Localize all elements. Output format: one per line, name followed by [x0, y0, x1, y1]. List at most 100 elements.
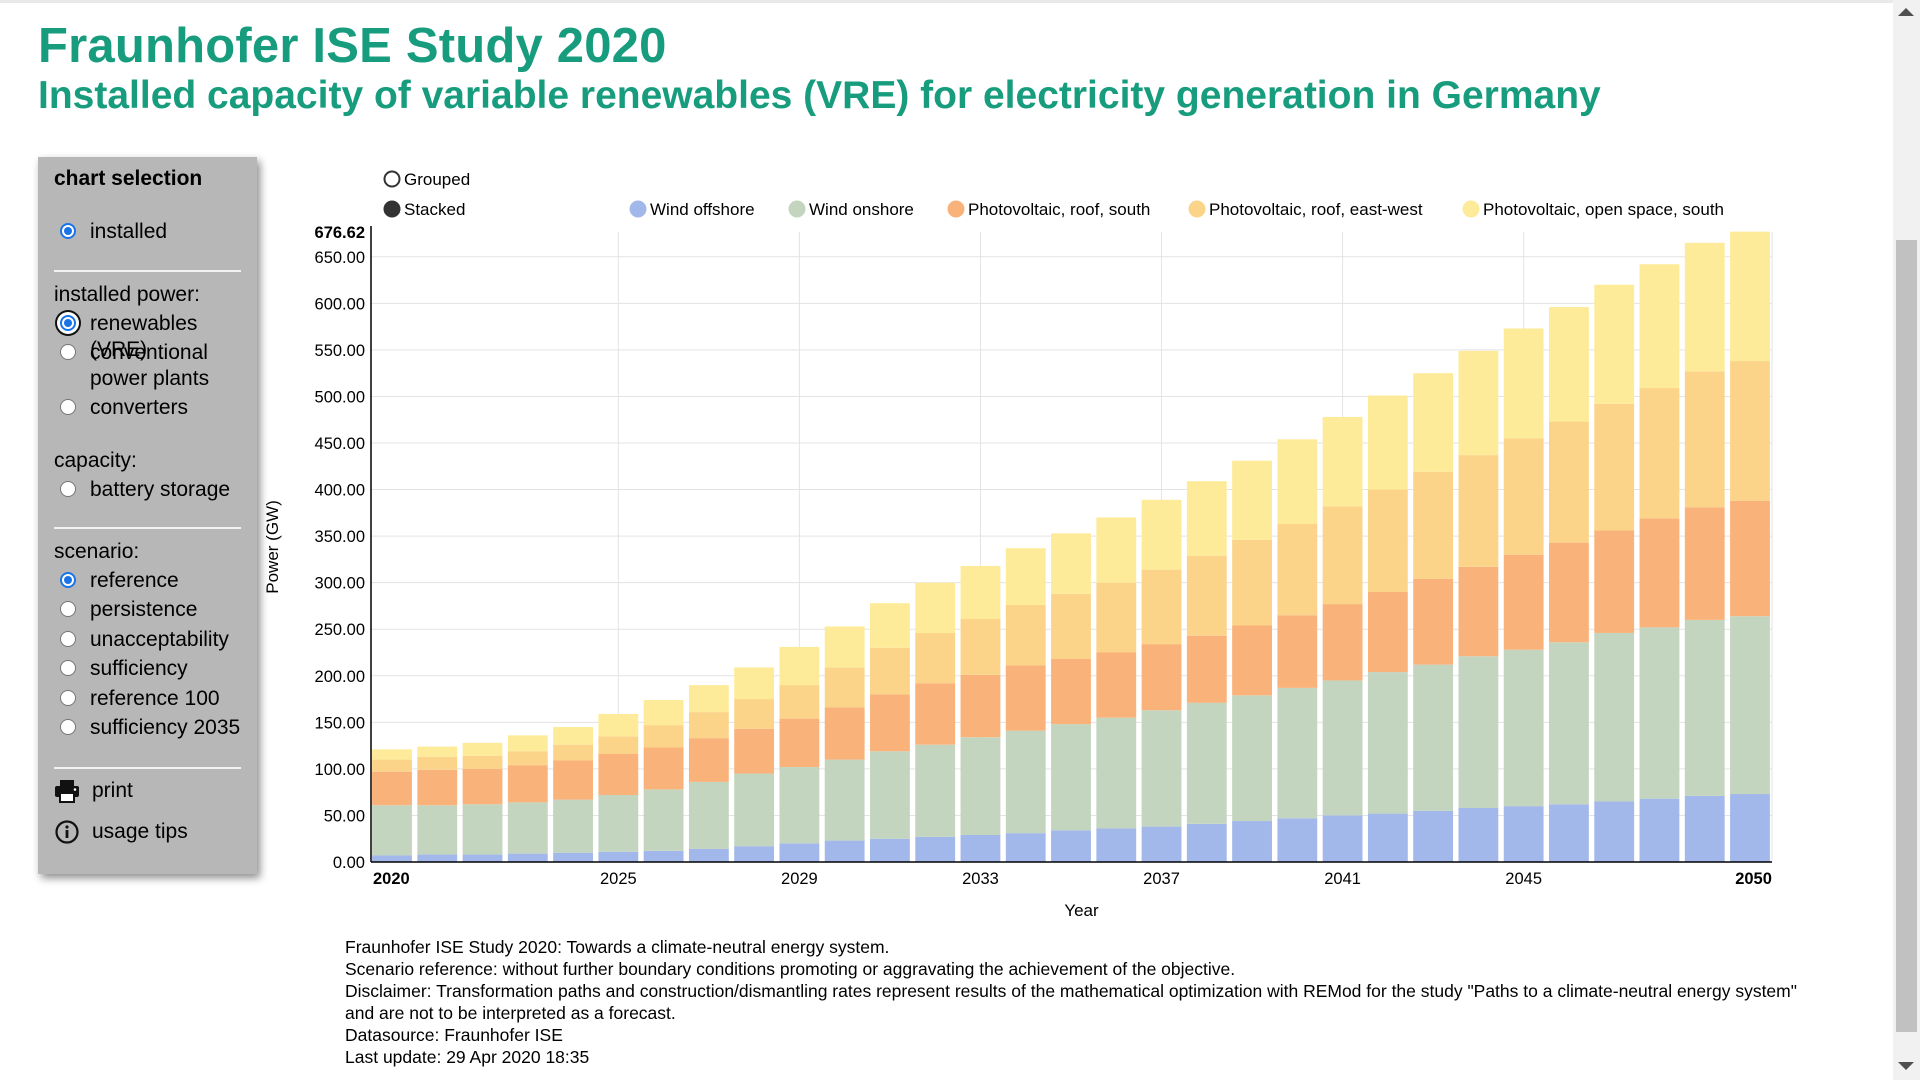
bar-segment: [1594, 284, 1635, 404]
radio-renewables-vre[interactable]: [60, 315, 76, 331]
bar-segment: [1730, 500, 1770, 617]
option-scenario-unacceptability-label: unacceptability: [90, 628, 229, 651]
legend-label[interactable]: Photovoltaic, open space, south: [1483, 200, 1724, 219]
bar-segment: [1684, 507, 1725, 620]
bar-segment: [1141, 644, 1182, 711]
bar-segment: [824, 707, 865, 760]
option-scenario-sufficiency-2035[interactable]: sufficiency 2035: [54, 715, 240, 741]
radio-scenario-unacceptability[interactable]: [60, 631, 76, 647]
y-tick-label: 350.00: [315, 528, 365, 546]
bar-segment: [1413, 810, 1454, 862]
option-renewables-vre[interactable]: renewables (VRE): [54, 311, 257, 363]
bar-segment: [1639, 264, 1680, 389]
stacked-toggle-label[interactable]: Stacked: [404, 200, 465, 219]
scroll-up-arrow-icon[interactable]: [1898, 8, 1914, 16]
option-renewables-vre-label: renewables (VRE): [90, 312, 198, 361]
option-scenario-reference[interactable]: reference: [54, 568, 179, 594]
bar-segment: [1051, 533, 1091, 594]
option-converters[interactable]: converters: [54, 395, 188, 421]
bar-segment: [1051, 659, 1091, 725]
bar-segment: [1051, 593, 1091, 660]
bar-segment: [1367, 395, 1408, 490]
bar-segment: [824, 667, 865, 708]
bar-segment: [1639, 388, 1680, 519]
legend-swatch-icon[interactable]: [629, 200, 647, 218]
bar-segment: [779, 767, 820, 844]
bar-segment: [1277, 818, 1318, 862]
bar-segment: [1186, 635, 1227, 703]
option-scenario-reference-100[interactable]: reference 100: [54, 686, 220, 712]
radio-scenario-reference[interactable]: [60, 572, 76, 588]
x-tick-label: 2033: [962, 870, 999, 888]
bar-segment: [870, 751, 910, 839]
option-scenario-unacceptability[interactable]: unacceptability: [54, 627, 229, 653]
bar-segment: [372, 771, 412, 806]
legend-swatch-icon[interactable]: [947, 200, 965, 218]
bar-segment: [462, 768, 503, 805]
print-button[interactable]: print: [54, 779, 133, 803]
bar-segment: [1684, 795, 1725, 862]
legend-label[interactable]: Wind onshore: [809, 200, 914, 219]
vertical-scrollbar[interactable]: [1893, 0, 1920, 1080]
chart-area: 0.00 50.00 100.00 150.00 200.00 250.00 300.00 3…: [240, 160, 1780, 940]
bar-segment: [1277, 687, 1318, 819]
radio-scenario-reference-100[interactable]: [60, 690, 76, 706]
bar-segment: [372, 855, 412, 862]
bar-segment: [1322, 506, 1363, 605]
bar-segment: [1005, 665, 1046, 731]
grouped-toggle-label[interactable]: Grouped: [404, 170, 470, 189]
y-tick-label: 0.00: [333, 854, 365, 872]
legend-swatch-icon[interactable]: [1462, 200, 1480, 218]
bar-segment: [915, 744, 956, 837]
bar-segment: [824, 840, 865, 862]
radio-installed[interactable]: [60, 223, 76, 239]
bar-segment: [824, 759, 865, 841]
legend-label[interactable]: Photovoltaic, roof, east-west: [1209, 200, 1423, 219]
radio-scenario-sufficiency[interactable]: [60, 660, 76, 676]
scroll-thumb[interactable]: [1896, 240, 1917, 1032]
radio-battery-storage[interactable]: [60, 481, 76, 497]
radio-converters[interactable]: [60, 399, 76, 415]
radio-scenario-persistence[interactable]: [60, 601, 76, 617]
radio-conventional-power-plants[interactable]: [60, 344, 76, 360]
radio-scenario-sufficiency-2035[interactable]: [60, 719, 76, 735]
bar-segment: [507, 735, 548, 752]
stacked-toggle-icon[interactable]: [383, 200, 401, 218]
bar-segment: [598, 713, 639, 737]
stacked-bar-chart: 0.00 50.00 100.00 150.00 200.00 250.00 300.00 3…: [263, 170, 1773, 920]
legend-label[interactable]: Photovoltaic, roof, south: [968, 200, 1150, 219]
option-installed[interactable]: installed: [54, 219, 167, 245]
bar-segment: [1594, 403, 1635, 531]
usage-tips-button[interactable]: usage tips: [54, 819, 188, 845]
bar-segment: [598, 753, 639, 795]
bar-segment: [1232, 539, 1272, 626]
bar-segment: [1186, 702, 1227, 824]
option-conventional-power-plants[interactable]: conventional power plants: [54, 340, 209, 392]
print-label: print: [92, 779, 133, 802]
note-line: Scenario reference: without further boun…: [345, 959, 1236, 979]
bar-segment: [1005, 833, 1046, 862]
option-battery-storage-label: battery storage: [90, 478, 231, 501]
bar-segment: [1141, 826, 1182, 862]
bar-segment: [1549, 307, 1589, 422]
bar-segment: [1186, 481, 1227, 556]
grouped-toggle-icon[interactable]: [383, 170, 401, 188]
bar-segment: [1096, 517, 1137, 583]
legend-swatch-icon[interactable]: [788, 200, 806, 218]
bar-segment: [915, 632, 956, 684]
bar-segment: [1413, 471, 1454, 579]
x-axis-title: Year: [1064, 901, 1099, 920]
legend-label[interactable]: Wind offshore: [650, 200, 755, 219]
bar-segment: [372, 759, 412, 772]
option-scenario-persistence[interactable]: persistence: [54, 597, 197, 623]
bar-segment: [1141, 569, 1182, 645]
bar-segment: [1458, 807, 1499, 862]
bar-segment: [870, 694, 910, 752]
legend-swatch-icon[interactable]: [1188, 200, 1206, 218]
y-tick-label: 200.00: [315, 668, 365, 686]
bar-segment: [870, 647, 910, 695]
option-scenario-sufficiency[interactable]: sufficiency: [54, 656, 188, 682]
bar-segment: [1367, 489, 1408, 592]
scroll-down-arrow-icon[interactable]: [1898, 1062, 1914, 1070]
option-battery-storage[interactable]: battery storage: [54, 477, 230, 503]
